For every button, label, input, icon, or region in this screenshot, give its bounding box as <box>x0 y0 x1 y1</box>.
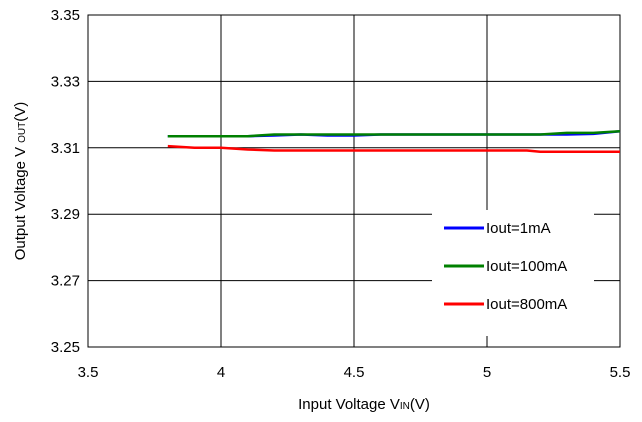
y-axis-label-unit: (V) <box>12 102 29 122</box>
series-line-2 <box>167 129 621 138</box>
x-tick-label: 5 <box>483 364 491 381</box>
x-tick-label: 4.5 <box>344 364 365 381</box>
x-axis-label-main: Input Voltage V <box>298 396 400 413</box>
x-tick-label: 3.5 <box>78 364 99 381</box>
y-tick-label: 3.35 <box>51 7 80 24</box>
x-tick-label: 4 <box>217 364 225 381</box>
x-axis-ticks: 3.5 4 4.5 5 5.5 <box>78 364 631 381</box>
y-axis-label: Output Voltage V OUT(V) <box>12 102 29 261</box>
y-tick-label: 3.33 <box>51 73 80 90</box>
series-group <box>167 129 621 154</box>
y-tick-label: 3.29 <box>51 206 80 223</box>
y-axis-label-sub: OUT <box>17 122 28 143</box>
legend: Iout=1mA Iout=100mA Iout=800mA <box>432 210 594 336</box>
x-axis-label-sub: IN <box>400 401 410 412</box>
y-tick-label: 3.25 <box>51 339 80 356</box>
legend-label: Iout=800mA <box>486 296 567 313</box>
plot-area <box>87 14 621 348</box>
x-tick-label: 5.5 <box>610 364 631 381</box>
series-line-3 <box>167 144 620 154</box>
y-tick-label: 3.31 <box>51 140 80 157</box>
x-axis-label-unit: (V) <box>410 396 430 413</box>
legend-label: Iout=1mA <box>486 220 551 237</box>
legend-background <box>432 210 594 336</box>
y-tick-label: 3.27 <box>51 273 80 290</box>
y-axis-label-main: Output Voltage V <box>12 147 29 260</box>
y-axis-ticks: 3.25 3.27 3.29 3.31 3.33 3.35 <box>51 7 80 356</box>
legend-label: Iout=100mA <box>486 258 567 275</box>
x-axis-label: Input Voltage VIN(V) <box>298 396 430 413</box>
